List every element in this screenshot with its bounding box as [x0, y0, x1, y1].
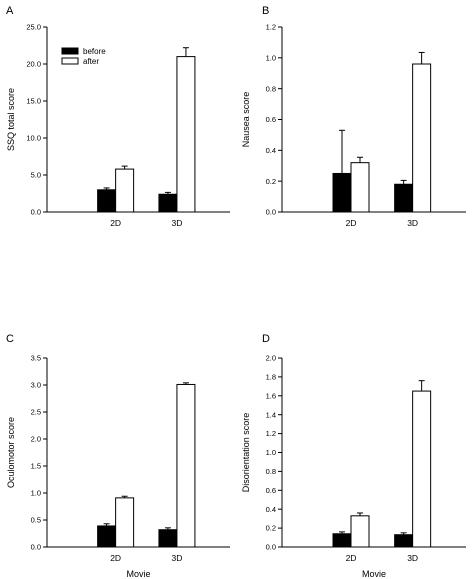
y-tick-label: 0.5	[31, 516, 41, 525]
y-axis-title: Disorientation score	[241, 413, 251, 493]
y-tick-label: 0.4	[266, 146, 276, 155]
y-tick-label: 0.8	[266, 467, 276, 476]
bar-after-2d	[350, 515, 370, 548]
y-tick-label: 0.0	[266, 208, 276, 217]
y-tick-label: 2.0	[31, 435, 41, 444]
x-axis-title: Movie	[362, 569, 386, 579]
y-tick-label: 1.4	[266, 410, 276, 419]
y-tick-label: 1.5	[31, 462, 41, 471]
x-axis-title: Movie	[126, 569, 150, 579]
bar-after-2d	[115, 168, 135, 213]
panel-letter: A	[6, 5, 14, 17]
x-tick-label: 2D	[110, 553, 121, 563]
legend-label-before: before	[83, 47, 106, 56]
legend-label-after: after	[83, 57, 99, 66]
y-tick-label: 5.0	[31, 171, 41, 180]
y-tick-label: 15.0	[26, 97, 41, 106]
bar-after-2d	[115, 497, 135, 548]
y-axis-title: Oculomotor score	[6, 417, 16, 488]
y-tick-label: 0.2	[266, 524, 276, 533]
x-tick-label: 3D	[171, 218, 182, 228]
y-tick-label: 1.0	[266, 448, 276, 457]
chart-panel-b: B 0.0 0.2 0.4 0.6 0.8 1.0 1.2 Nausea score 2D 3D	[241, 5, 466, 228]
legend-swatch-after	[61, 57, 79, 65]
y-tick-label: 25.0	[26, 23, 41, 32]
bar-before-3d	[158, 193, 178, 213]
x-tick-label: 2D	[110, 218, 121, 228]
x-tick-label: 2D	[346, 218, 357, 228]
y-axis-title: SSQ total score	[6, 88, 16, 151]
y-tick-label: 1.2	[266, 23, 276, 32]
y-tick-label: 0.6	[266, 115, 276, 124]
y-tick-label: 0.4	[266, 505, 276, 514]
bar-before-2d	[97, 525, 117, 548]
x-tick-label: 2D	[346, 553, 357, 563]
chart-panel-d: D 0.0 0.2 0.4 0.6 0.8 1.0 1.2 1.4 1.6 1.8 2.0 Disori…	[241, 333, 466, 579]
y-tick-label: 2.0	[266, 354, 276, 363]
chart-panel-a: A 0.0 5.0 10.0 15.0 20.0 25.0 SSQ total score 2D…	[6, 5, 230, 228]
y-tick-label: 1.6	[266, 391, 276, 400]
bar-after-3d	[412, 63, 432, 213]
y-tick-label: 1.0	[266, 53, 276, 62]
y-tick-label: 1.8	[266, 373, 276, 382]
panel-letter: D	[262, 333, 270, 345]
y-tick-label: 2.5	[31, 408, 41, 417]
panel-letter: C	[6, 333, 14, 345]
y-tick-label: 1.0	[31, 489, 41, 498]
legend-swatch-before	[61, 47, 79, 55]
chart-panel-c: C 0.0 0.5 1.0 1.5 2.0 2.5 3.0 3.5 Oculomotor scor…	[6, 333, 230, 579]
y-tick-label: 1.2	[266, 429, 276, 438]
bar-before-3d	[394, 534, 414, 548]
bar-before-2d	[332, 533, 352, 548]
x-tick-label: 3D	[171, 553, 182, 563]
bar-after-2d	[350, 162, 370, 213]
bar-before-3d	[158, 529, 178, 548]
panel-letter: B	[262, 5, 269, 17]
bar-after-3d	[412, 390, 432, 548]
bar-before-2d	[97, 189, 117, 213]
y-tick-label: 0.6	[266, 486, 276, 495]
bar-before-2d	[332, 172, 352, 213]
y-tick-label: 0.0	[266, 543, 276, 552]
bar-after-3d	[176, 56, 196, 213]
y-tick-label: 10.0	[26, 134, 41, 143]
y-tick-label: 3.5	[31, 354, 41, 363]
y-tick-label: 0.0	[31, 543, 41, 552]
y-tick-label: 3.0	[31, 381, 41, 390]
y-tick-label: 0.0	[31, 208, 41, 217]
x-tick-label: 3D	[407, 218, 418, 228]
y-tick-label: 0.8	[266, 84, 276, 93]
x-tick-label: 3D	[407, 553, 418, 563]
y-tick-label: 20.0	[26, 60, 41, 69]
y-axis-title: Nausea score	[241, 92, 251, 148]
bar-before-3d	[394, 183, 414, 213]
y-tick-label: 0.2	[266, 177, 276, 186]
bar-after-3d	[176, 383, 196, 548]
